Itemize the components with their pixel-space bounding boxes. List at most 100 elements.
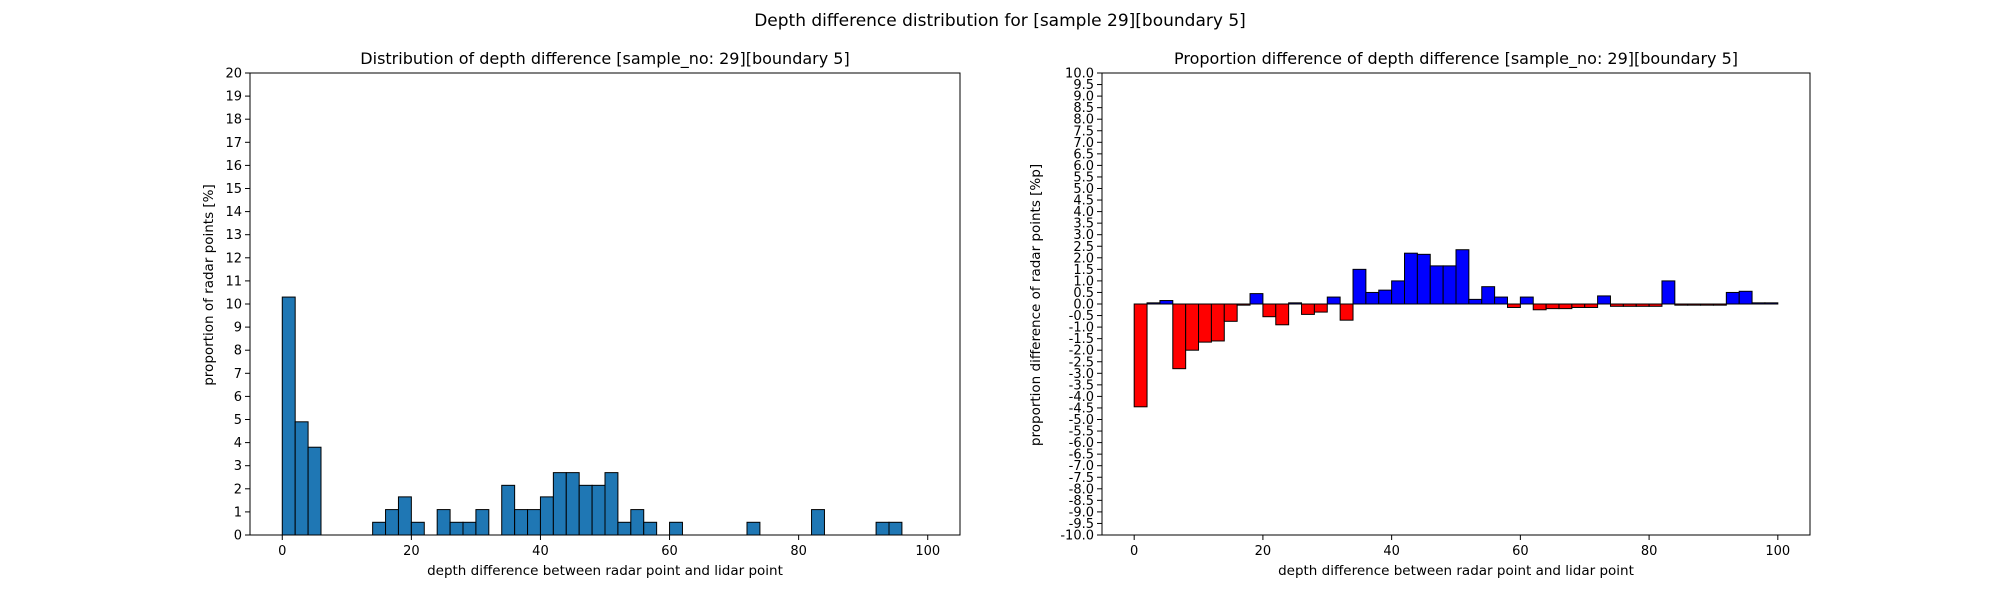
right-difference-bar [1442,265,1457,305]
right-difference-y-tick-label: -1.5 [1069,332,1094,347]
left-histogram-bar [281,296,296,536]
right-difference-bar [1339,303,1354,321]
left-histogram-bar [307,446,322,536]
right-difference-bar [1429,265,1444,305]
right-difference-y-tick-label: 3.5 [1073,217,1094,232]
right-difference-y-tick-label: 5.0 [1073,182,1094,197]
left-histogram-bar [397,496,412,536]
left-histogram-x-tick-label: 60 [661,544,678,559]
right-x-ticks: 0 20 40 60 80 100 [1130,535,1790,559]
right-difference-bar [1494,296,1508,305]
right-difference-bar [1597,295,1611,305]
right-difference-y-tick-label: 4.5 [1073,194,1094,209]
right-difference-x-tick-label: 0 [1130,544,1138,559]
right-difference-y-tick-label: 7.0 [1073,136,1094,151]
left-histogram-bar [372,521,387,536]
right-difference-bar [1455,249,1470,305]
right-difference-bar [1223,303,1238,322]
left-histogram-y-tick-label: 11 [225,274,242,289]
right-difference-y-tick-label: -10.0 [1060,529,1094,544]
right-difference-y-tick-label: 10.0 [1065,67,1094,82]
right-difference-x-tick-label: 20 [1255,544,1272,559]
right-difference-y-tick-label: 2.5 [1073,240,1094,255]
left-histogram-bar [604,472,619,536]
left-histogram-y-tick-label: 14 [225,205,242,220]
right-difference-y-tick-label: -5.0 [1069,413,1094,428]
right-difference-bar [1404,252,1418,305]
right-difference-bar [1506,303,1521,308]
right-difference-bar [1764,302,1779,305]
left-histogram-y-tick-label: 10 [225,298,242,313]
right-difference-y-tick-label: -0.5 [1069,309,1094,324]
left-bars-group [281,296,903,536]
right-difference-bar [1352,268,1367,305]
right-bars-group [1133,249,1779,408]
right-difference-bar [1365,291,1380,305]
right-difference-y-tick-label: -5.5 [1069,425,1094,440]
left-chart-title: Distribution of depth difference [sample… [360,49,849,69]
left-histogram-bar [875,521,890,536]
right-difference-bar [1133,303,1148,408]
left-histogram-y-tick-label: 4 [234,436,242,451]
left-x-ticks: 0 20 40 60 80 100 [278,535,940,559]
right-difference-x-tick-label: 40 [1383,544,1400,559]
right-difference-y-tick-label: -8.0 [1069,482,1094,497]
right-difference-y-tick-label: 4.0 [1073,205,1094,220]
right-difference-bar [1687,303,1702,306]
left-y-axis-label: proportion of radar points [%] [201,184,217,386]
right-difference-y-tick-label: -2.5 [1069,355,1094,370]
right-difference-bar [1751,302,1766,305]
left-histogram-x-tick-label: 100 [915,544,940,559]
left-histogram-x-tick-label: 80 [790,544,807,559]
right-difference-bar [1249,293,1264,305]
left-x-axis-label: depth difference between radar point and… [427,563,783,579]
left-histogram-y-tick-label: 12 [225,251,242,266]
left-histogram-x-tick-label: 20 [403,544,420,559]
left-histogram-bar [385,509,399,536]
right-difference-bar [1159,300,1174,305]
left-histogram-bar [410,521,425,536]
left-histogram-y-tick-label: 2 [234,482,242,497]
left-histogram-bar [565,472,580,536]
left-histogram-bar [746,521,761,536]
figure-title: Depth difference distribution for [sampl… [754,11,1246,31]
right-difference-y-tick-label: -9.5 [1069,517,1094,532]
right-difference-bar [1635,303,1650,307]
right-difference-y-tick-label: -6.0 [1069,436,1094,451]
left-histogram-bar [630,509,645,536]
right-difference-y-tick-label: -6.5 [1069,448,1094,463]
left-histogram-panel: Distribution of depth difference [sample… [201,49,961,579]
left-histogram-bar [578,484,593,536]
left-plot-frame [249,72,961,536]
right-difference-bar [1648,303,1663,307]
right-difference-bar [1262,303,1277,318]
right-difference-bar [1326,296,1341,305]
left-histogram-y-tick-label: 13 [225,228,242,243]
left-histogram-bar [501,484,516,536]
left-histogram-bar [436,509,451,536]
left-histogram-bar [552,472,567,536]
left-histogram-bar [527,509,541,536]
right-difference-bar [1275,303,1290,326]
left-histogram-y-tick-label: 5 [234,413,242,428]
left-histogram-y-tick-label: 7 [234,367,242,382]
right-difference-y-tick-label: 8.0 [1073,113,1094,128]
right-difference-bar [1738,290,1753,305]
right-difference-bar [1468,298,1483,305]
left-histogram-x-tick-label: 0 [278,544,286,559]
right-x-axis-label: depth difference between radar point and… [1278,563,1634,579]
right-difference-bar [1146,302,1161,305]
right-difference-y-tick-label: -3.5 [1069,378,1094,393]
right-difference-y-tick-label: 1.0 [1073,274,1094,289]
left-histogram-y-tick-label: 15 [225,182,242,197]
right-difference-bar [1391,280,1406,305]
right-y-axis-label: proportion difference of radar points [%… [1028,164,1044,446]
left-histogram-y-tick-label: 16 [225,159,242,174]
right-difference-y-tick-label: -7.0 [1069,459,1094,474]
right-difference-bar [1519,296,1534,305]
right-difference-bar [1700,303,1714,306]
left-histogram-y-tick-label: 0 [234,529,242,544]
right-difference-bar [1571,303,1586,308]
left-histogram-y-tick-label: 19 [225,90,242,105]
left-histogram-bar [514,509,529,536]
